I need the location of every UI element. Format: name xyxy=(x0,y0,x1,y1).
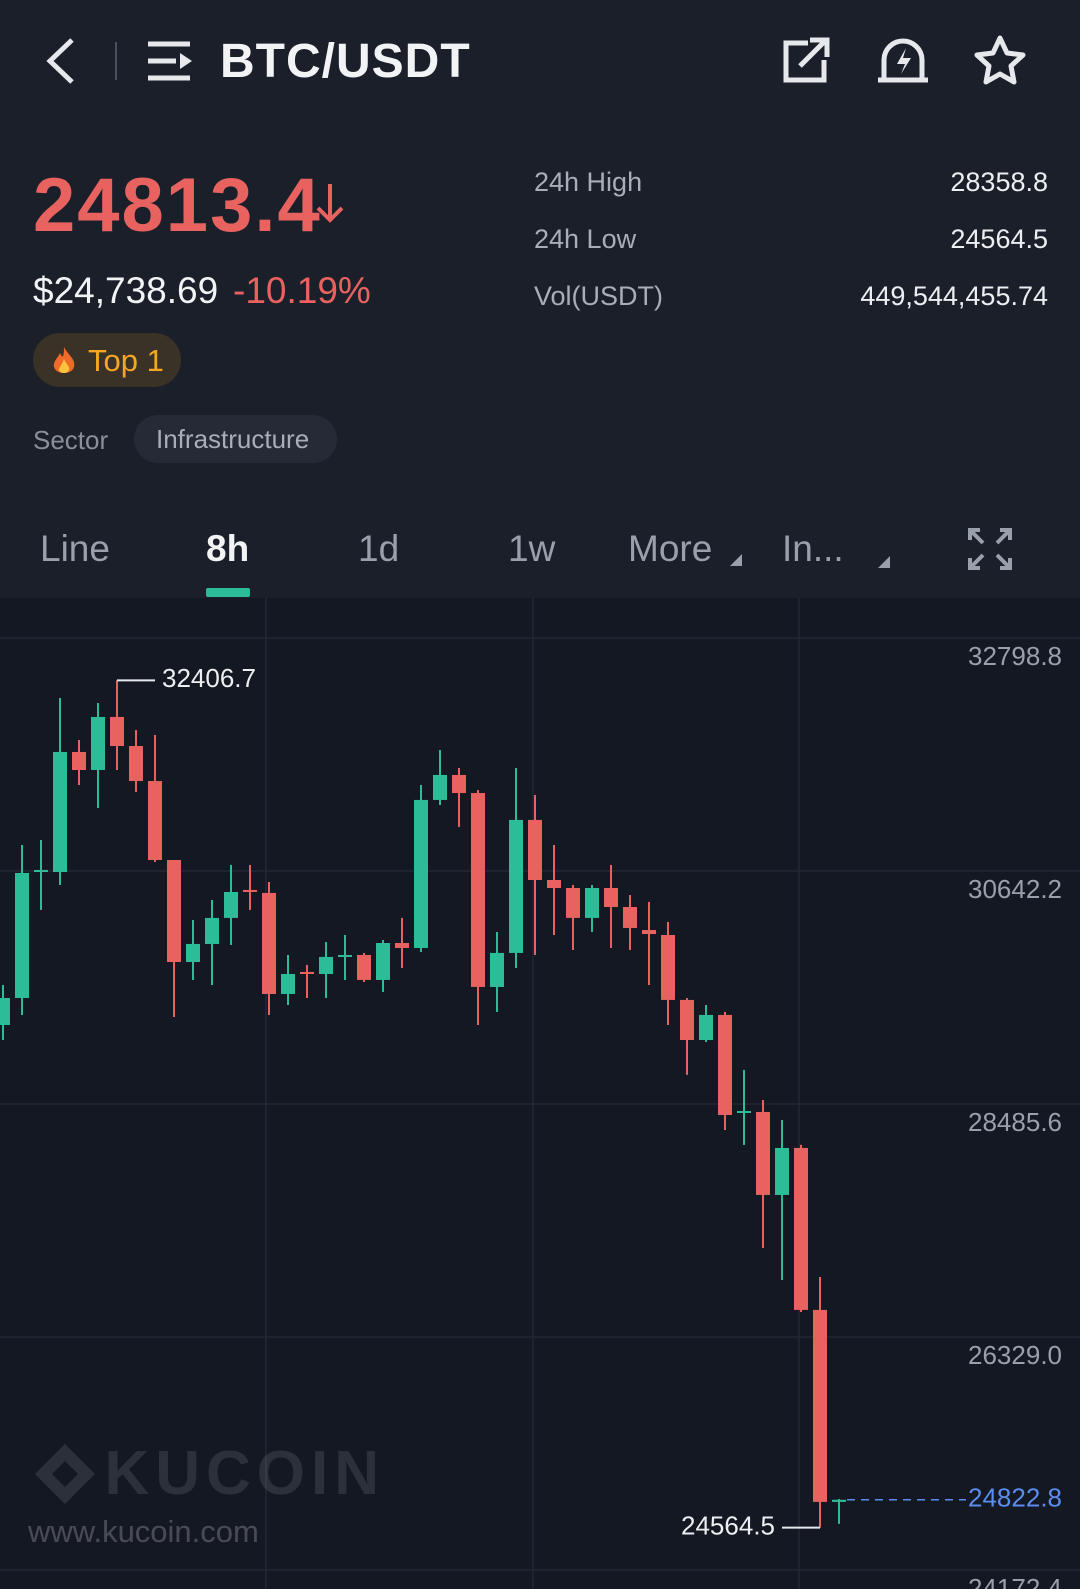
candle-body xyxy=(490,952,504,987)
tab[interactable]: More xyxy=(628,528,713,569)
candle-body xyxy=(604,887,618,908)
candle-body xyxy=(281,974,295,994)
candle-body xyxy=(110,716,124,747)
watermark-url: www.kucoin.com xyxy=(28,1514,259,1549)
candle-body xyxy=(224,891,238,918)
candle-body xyxy=(661,934,675,1000)
candle-body xyxy=(205,917,219,944)
max-label: 32406.7 xyxy=(162,663,256,693)
candle-body xyxy=(433,774,447,800)
rank-badge-text: Top 1 xyxy=(88,343,164,378)
candlestick-chart: 32798.8 30642.2 28485.6 26329.0 24172.4 32406… xyxy=(0,598,1080,1589)
candle-body xyxy=(528,819,542,881)
candle-body xyxy=(718,1014,732,1116)
candle-body xyxy=(775,1147,789,1195)
candle-body xyxy=(737,1111,751,1114)
usd-price: $24,738.69 xyxy=(33,270,219,311)
y-tick-label: 32798.8 xyxy=(968,641,1062,671)
stat-label: 24h High xyxy=(534,167,643,197)
y-tick-label: 26329.0 xyxy=(968,1340,1062,1370)
candle-body xyxy=(319,956,333,975)
candle-body xyxy=(34,869,48,873)
stat-value: 28358.8 xyxy=(950,167,1048,197)
candle-body xyxy=(756,1111,770,1195)
candle-body xyxy=(832,1499,846,1502)
candle-body xyxy=(794,1147,808,1310)
candle-body xyxy=(509,819,523,953)
tab[interactable]: 8h xyxy=(206,528,250,569)
min-label: 24564.5 xyxy=(681,1511,775,1541)
candle-body xyxy=(91,716,105,771)
candle-body xyxy=(53,751,67,873)
candle-body xyxy=(414,799,428,948)
watermark-logo xyxy=(35,1443,95,1504)
dropdown-caret xyxy=(730,554,742,566)
stat-label: 24h Low xyxy=(534,224,637,254)
chart-background xyxy=(0,598,1080,1589)
active-tab-indicator xyxy=(206,588,250,597)
candle-body xyxy=(376,942,390,980)
candle-body xyxy=(167,860,181,963)
candle-body xyxy=(300,971,314,975)
candle-body xyxy=(566,887,580,918)
last-price-label: 24822.8 xyxy=(968,1483,1062,1513)
candle-body xyxy=(243,889,257,892)
watermark-brand: KUCOIN xyxy=(104,1439,386,1508)
last-price: 24813.4 xyxy=(33,163,322,248)
candle-body xyxy=(471,793,485,987)
candle-body xyxy=(262,892,276,994)
tab[interactable]: In... xyxy=(782,528,844,569)
down-arrow xyxy=(316,184,344,223)
candle-body xyxy=(699,1014,713,1041)
y-tick-label: 30642.2 xyxy=(968,874,1062,904)
stat-label: Vol(USDT) xyxy=(534,281,664,311)
share-icon[interactable] xyxy=(783,37,830,83)
fullscreen-icon[interactable] xyxy=(968,528,1012,570)
candle-body xyxy=(680,999,694,1041)
candle-body xyxy=(186,943,200,963)
candle-body xyxy=(547,880,561,888)
tab[interactable]: Line xyxy=(40,528,110,569)
candle-body xyxy=(642,930,656,935)
candle-body xyxy=(129,746,143,782)
candle-body xyxy=(0,997,10,1025)
sector-tag[interactable]: Infrastructure xyxy=(134,415,338,463)
candle-body xyxy=(585,887,599,918)
tab-icons xyxy=(730,528,1012,570)
menu-icon[interactable] xyxy=(148,41,192,81)
sector-label: Sector xyxy=(33,425,109,455)
back-button[interactable] xyxy=(46,38,74,84)
header-icons xyxy=(46,35,1026,85)
candle-body xyxy=(452,774,466,794)
y-tick-label: 24172.4 xyxy=(968,1573,1062,1589)
flame-icon xyxy=(53,347,75,373)
candle-body xyxy=(813,1309,827,1502)
price-change: -10.19% xyxy=(233,270,371,311)
dropdown-caret xyxy=(878,556,890,568)
watermark: KUCOIN xyxy=(30,1438,385,1509)
stat-value: 449,544,455.74 xyxy=(860,281,1048,311)
candle-body xyxy=(623,907,637,928)
candle-body xyxy=(15,872,29,998)
y-tick-label: 28485.6 xyxy=(968,1107,1062,1137)
candle-body xyxy=(72,751,86,771)
candle-body xyxy=(395,942,409,948)
tab[interactable]: 1w xyxy=(508,528,556,569)
tab[interactable]: 1d xyxy=(358,528,400,569)
candle-body xyxy=(357,954,371,980)
candle-body xyxy=(338,954,352,957)
stat-value: 24564.5 xyxy=(950,224,1048,254)
alert-icon[interactable] xyxy=(878,38,928,83)
pair-title: BTC/USDT xyxy=(220,35,471,88)
candle-body xyxy=(148,781,162,861)
favorite-icon[interactable] xyxy=(974,35,1026,85)
